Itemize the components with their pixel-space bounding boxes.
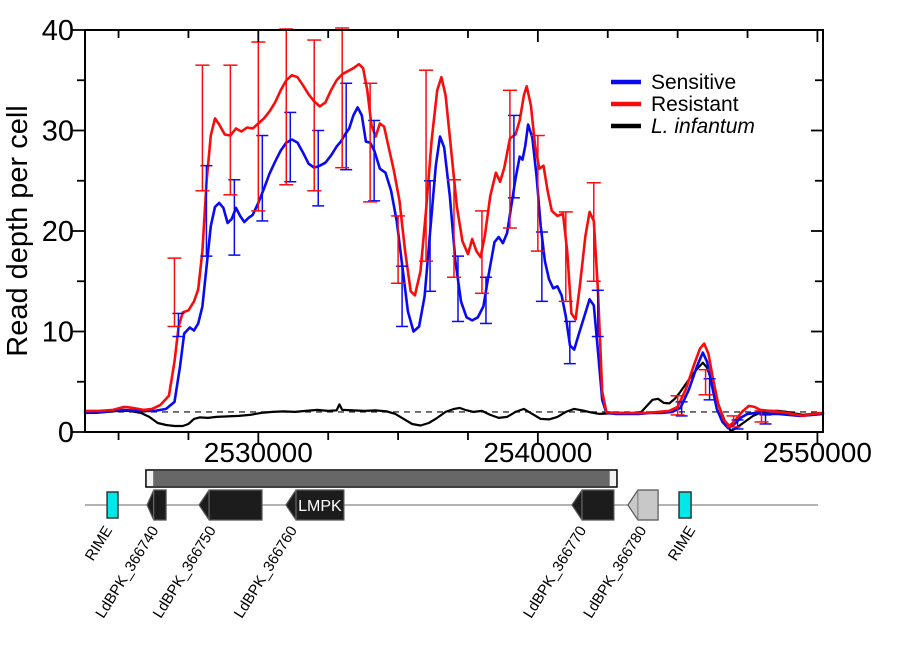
gene-label: LdBPK_366760 xyxy=(231,523,301,621)
scaffold-bar-body xyxy=(153,471,610,486)
legend-label: L. infantum xyxy=(651,115,755,138)
x-tick-label: 2550000 xyxy=(763,437,872,468)
y-axis-title: Read depth per cell xyxy=(2,105,34,357)
gene-label: RIME xyxy=(665,523,699,564)
y-tick-label: 0 xyxy=(58,417,74,449)
y-tick-label: 30 xyxy=(42,116,74,148)
y-tick-label: 40 xyxy=(42,15,74,47)
y-tick-labels: 0 10 20 30 40 xyxy=(42,15,74,449)
error-bars-resistant xyxy=(167,27,769,428)
x-tick-label: 2540000 xyxy=(483,437,592,468)
x-tick-label: 2530000 xyxy=(204,437,313,468)
plot-area xyxy=(83,27,825,433)
gene-inner-label: LMPK xyxy=(298,498,342,515)
axes-frame: 0 10 20 30 40 2530000 2540000 2550000 Read depth… xyxy=(2,15,872,468)
gene-arrow-left xyxy=(198,489,263,521)
gene-label: LdBPK_366770 xyxy=(520,523,590,621)
y-tick-label: 20 xyxy=(42,216,74,248)
legend-label: Sensitive xyxy=(651,71,736,94)
gene-arrow-left xyxy=(146,489,167,521)
gene-label: LdBPK_366780 xyxy=(580,523,650,621)
rime-element xyxy=(106,491,119,519)
gene-track: RIMELdBPK_366740LdBPK_366750LMPKLdBPK_36… xyxy=(82,469,818,621)
legend-label: Resistant xyxy=(651,93,739,116)
gene-arrow-left xyxy=(285,489,345,521)
gene-label: LdBPK_366750 xyxy=(150,523,220,621)
gene-label: RIME xyxy=(82,523,116,564)
y-tick-label: 10 xyxy=(42,317,74,349)
gene-arrow-left xyxy=(571,489,615,521)
x-tick-labels: 2530000 2540000 2550000 xyxy=(204,437,872,468)
axis-ticks xyxy=(72,29,823,444)
rime-element xyxy=(678,491,692,519)
gene-arrow-left xyxy=(627,489,659,521)
series-line-resistant xyxy=(83,62,825,428)
